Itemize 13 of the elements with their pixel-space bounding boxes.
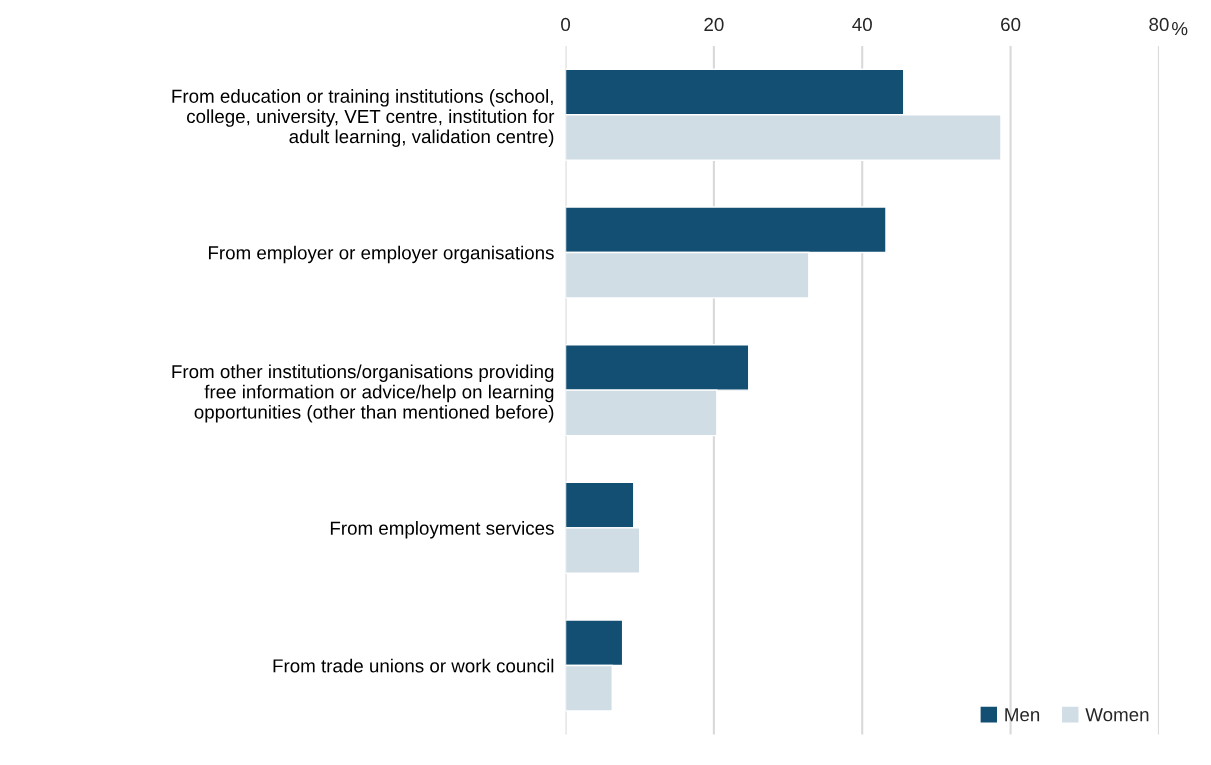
x-tick-label: 40: [852, 17, 872, 32]
x-tick-label: 0: [561, 17, 571, 32]
legend-label: Men: [1005, 708, 1040, 722]
legend-label: Women: [1085, 708, 1149, 722]
x-tick-label: 20: [704, 17, 724, 32]
x-tick-label: 60: [1001, 17, 1021, 32]
y-tick-label: From employment services: [330, 521, 554, 539]
y-tick-label: From education or training institutions (school, college, university, VET centre, institution for adult learning, validation centre): [172, 89, 555, 147]
x-axis-title: %: [1172, 22, 1188, 36]
y-tick-label: From other institutions/organisations providing free information or advice/help on learning opportunities (other than mentioned before): [172, 364, 554, 423]
x-tick-label: 80: [1149, 17, 1169, 32]
y-tick-label: From employer or employer organisations: [208, 245, 554, 264]
y-tick-label: From trade unions or work council: [273, 658, 554, 673]
